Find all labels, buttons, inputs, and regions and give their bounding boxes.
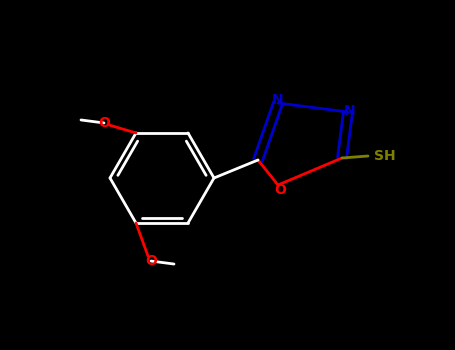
Text: O: O (145, 254, 157, 268)
Text: O: O (98, 116, 110, 130)
Text: O: O (274, 183, 286, 197)
Text: SH: SH (374, 149, 396, 163)
Text: N: N (344, 104, 356, 118)
Text: N: N (272, 93, 284, 107)
